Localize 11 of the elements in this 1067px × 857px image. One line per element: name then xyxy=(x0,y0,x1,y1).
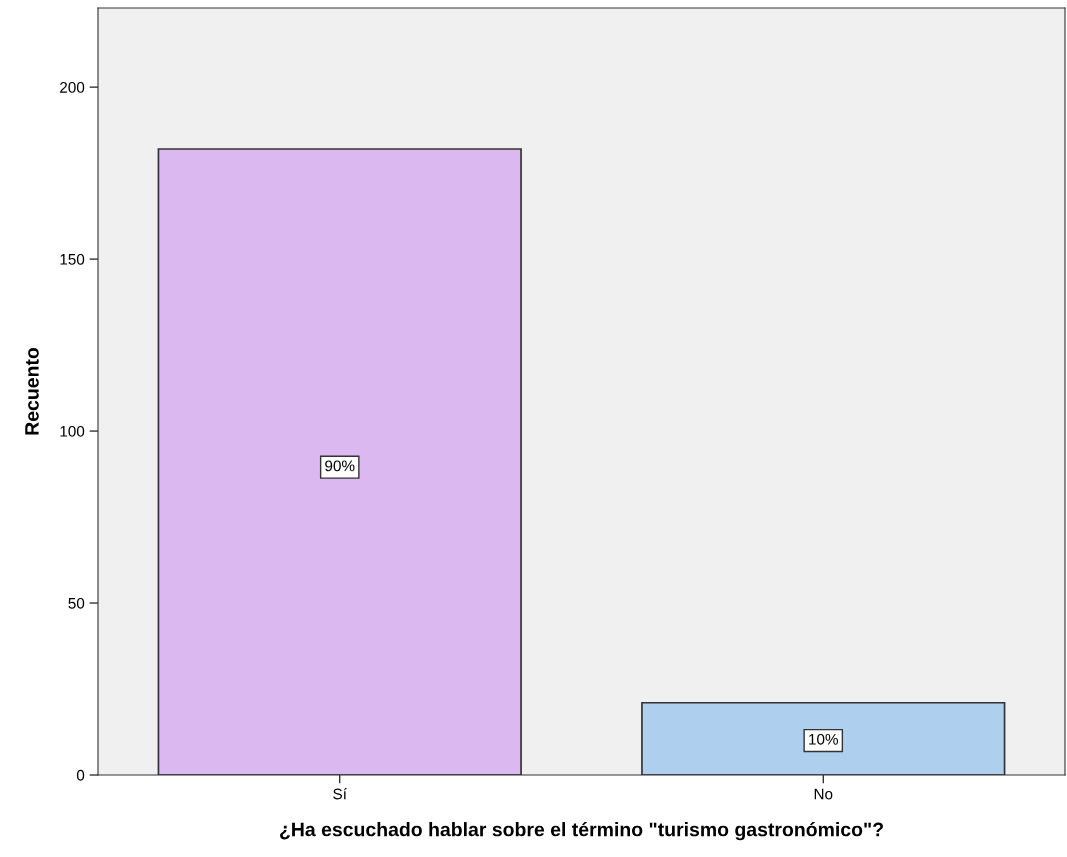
y-tick-label: 150 xyxy=(60,253,85,265)
y-tick-label: 200 xyxy=(60,81,85,93)
y-tick-label: 0 xyxy=(76,769,85,781)
x-axis-title: ¿Ha escuchado hablar sobre el término "turismo gastronómico"? xyxy=(280,821,883,841)
y-tick-label: 50 xyxy=(68,597,85,609)
annotation: 90% xyxy=(325,460,355,472)
y-tick-label: 100 xyxy=(60,425,85,437)
x-tick-label: No xyxy=(814,788,833,800)
x-tick-label: Sí xyxy=(333,788,347,800)
y-axis-title: Recuento xyxy=(25,347,39,435)
annotation: 10% xyxy=(809,733,838,745)
